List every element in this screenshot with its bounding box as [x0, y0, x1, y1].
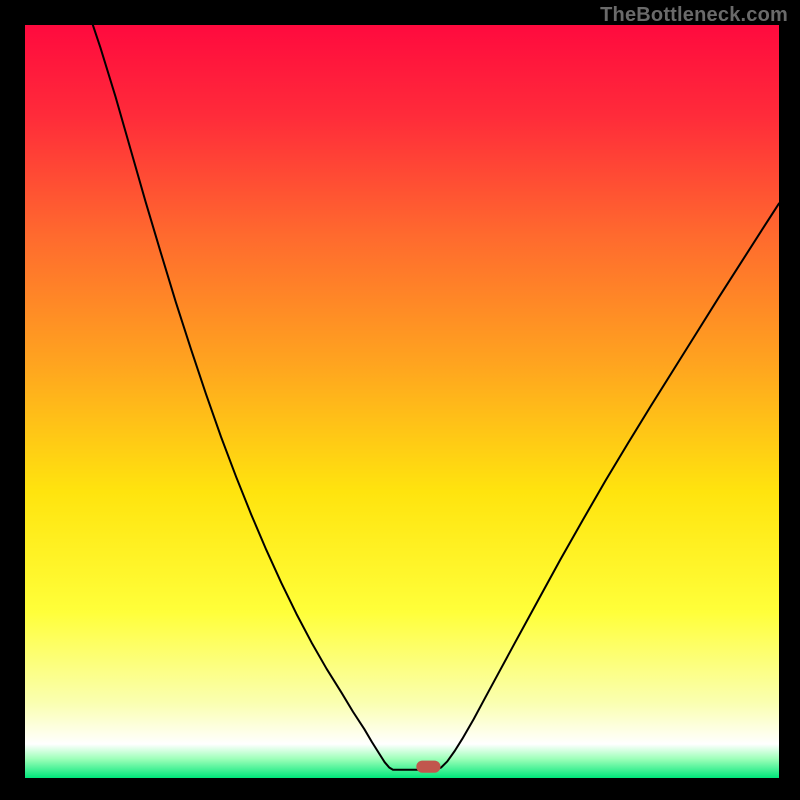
chart-container: TheBottleneck.com: [0, 0, 800, 800]
bottleneck-curve-chart: [0, 0, 800, 800]
plot-area: [25, 25, 779, 778]
watermark-text: TheBottleneck.com: [600, 4, 788, 27]
optimum-marker: [416, 761, 440, 773]
